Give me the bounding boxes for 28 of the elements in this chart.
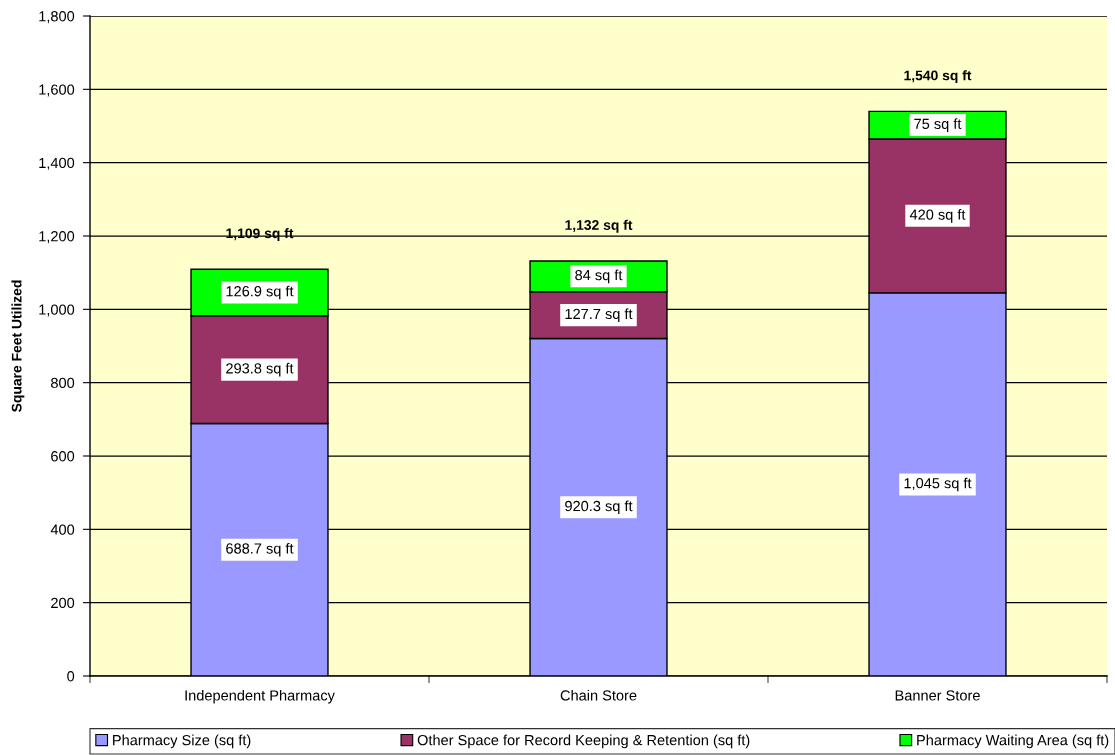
y-tick-label: 1,600 bbox=[39, 84, 75, 97]
data-label: 420 sq ft bbox=[909, 209, 966, 223]
data-label: 920.3 sq ft bbox=[565, 500, 633, 515]
y-tick-label: 200 bbox=[51, 597, 75, 609]
x-tick-label: Chain Store bbox=[560, 689, 637, 701]
data-label: 127.7 sq ft bbox=[565, 308, 633, 322]
total-label: 1,132 sq ft bbox=[565, 219, 633, 233]
data-label: 688.7 sq ft bbox=[226, 542, 294, 557]
data-label: 1,045 sq ft bbox=[904, 477, 972, 492]
y-tick-label: 1,800 bbox=[39, 11, 75, 24]
data-label: 293.8 sq ft bbox=[226, 362, 294, 377]
y-tick-label: 600 bbox=[51, 451, 75, 462]
legend-label: Pharmacy Waiting Area (sq ft) bbox=[917, 734, 1109, 749]
y-tick-label: 1,000 bbox=[39, 304, 75, 317]
total-label: 1,540 sq ft bbox=[904, 70, 972, 84]
legend-label: Pharmacy Size (sq ft) bbox=[113, 734, 251, 749]
data-label: 84 sq ft bbox=[575, 269, 623, 284]
data-label: 126.9 sq ft bbox=[226, 285, 294, 300]
x-tick-label: Independent Pharmacy bbox=[185, 689, 335, 704]
y-tick-label: 1,400 bbox=[39, 157, 75, 170]
x-tick-label: Banner Store bbox=[895, 690, 980, 701]
legend-label: Other Space for Record Keeping & Retention (sq ft) bbox=[417, 734, 750, 749]
y-tick-label: 800 bbox=[51, 377, 75, 389]
y-tick-label: 0 bbox=[67, 671, 75, 682]
y-tick-label: 400 bbox=[50, 524, 75, 535]
y-axis-title: Square Feet Utilized bbox=[11, 280, 25, 412]
y-tick-label: 1,200 bbox=[39, 231, 75, 244]
data-label: 75 sq ft bbox=[914, 118, 962, 132]
